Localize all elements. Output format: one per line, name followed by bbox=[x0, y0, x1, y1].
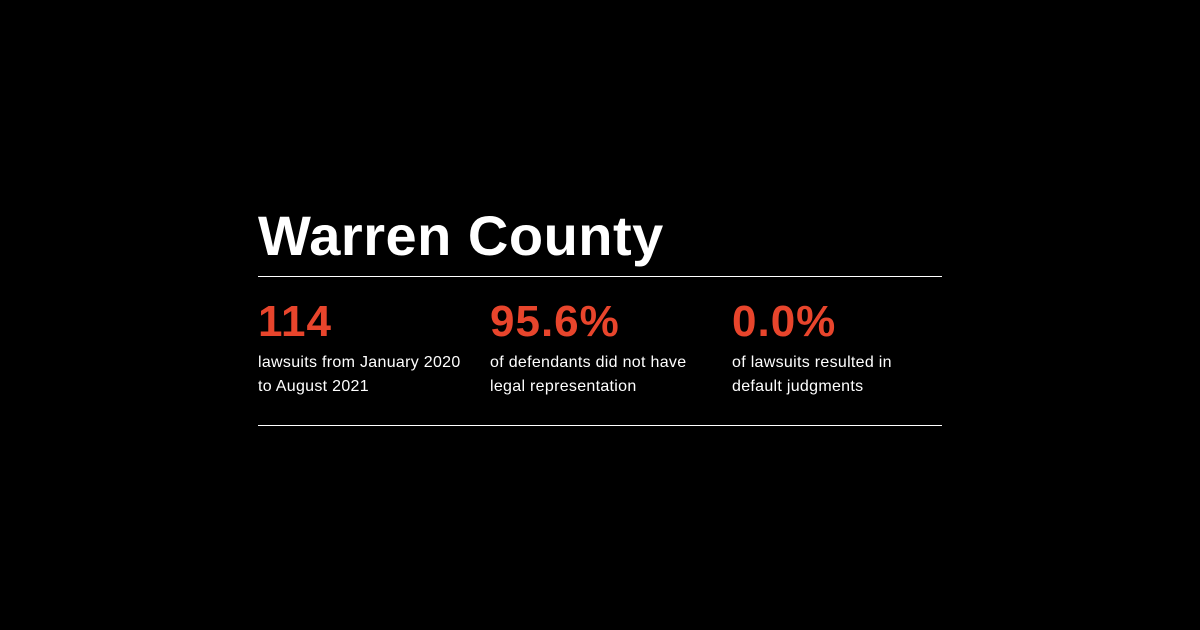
county-summary-card: Warren County 114 lawsuits from January … bbox=[258, 204, 942, 426]
stat-no-representation: 95.6% of defendants did not have legal r… bbox=[490, 299, 715, 399]
stat-value: 0.0% bbox=[732, 297, 837, 346]
stat-description: of lawsuits resulted in default judgment… bbox=[732, 354, 892, 395]
top-divider bbox=[258, 276, 942, 277]
bottom-divider bbox=[258, 425, 942, 426]
county-title: Warren County bbox=[258, 204, 664, 267]
stat-value: 95.6% bbox=[490, 297, 620, 346]
stat-default-judgments: 0.0% of lawsuits resulted in default jud… bbox=[732, 299, 942, 399]
stats-row: 114 lawsuits from January 2020 to August… bbox=[258, 277, 942, 425]
stat-value: 114 bbox=[258, 297, 332, 346]
stat-lawsuits: 114 lawsuits from January 2020 to August… bbox=[258, 299, 468, 399]
stat-description: of defendants did not have legal represe… bbox=[490, 354, 687, 395]
stat-description: lawsuits from January 2020 to August 202… bbox=[258, 354, 461, 395]
